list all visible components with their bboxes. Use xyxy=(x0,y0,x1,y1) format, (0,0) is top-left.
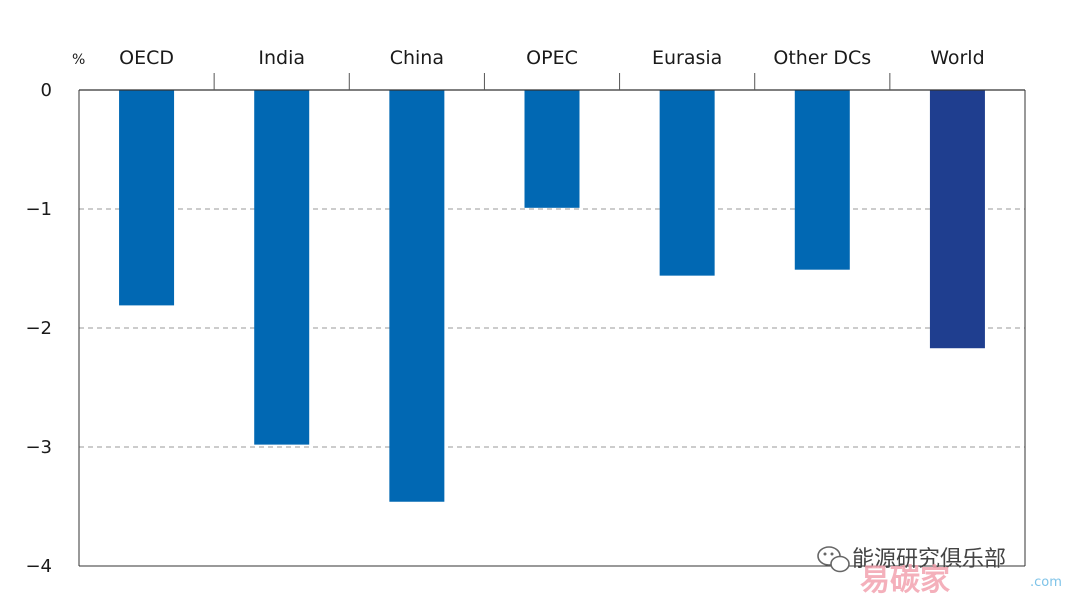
y-tick-label: −3 xyxy=(25,437,52,458)
category-labels: OECD India China OPEC Eurasia Other DCs World xyxy=(119,47,985,69)
y-tick-label: 0 xyxy=(41,80,52,101)
bar-india xyxy=(254,90,310,445)
bars xyxy=(119,90,985,502)
y-tick-label: −4 xyxy=(25,556,52,577)
category-label: OECD xyxy=(119,47,174,69)
watermark-text: 能源研究俱乐部 xyxy=(852,547,1006,572)
watermark: 能源研究俱乐部 易碳家 .com xyxy=(817,546,1062,598)
watermark-brand-suffix: .com xyxy=(1030,575,1062,590)
category-label: India xyxy=(258,47,305,69)
bar-opec xyxy=(524,90,580,208)
bar-eurasia xyxy=(659,90,715,276)
bar-other-dcs xyxy=(794,90,850,270)
category-label: Other DCs xyxy=(773,47,871,69)
wechat-icon xyxy=(817,546,850,573)
bar-china xyxy=(389,90,445,502)
category-label: World xyxy=(930,47,984,69)
y-tick-label: −2 xyxy=(25,318,52,339)
unit-label: % xyxy=(72,52,85,68)
gridlines xyxy=(79,208,1025,448)
category-label: China xyxy=(390,47,444,69)
watermark-brand: 易碳家 xyxy=(860,563,950,598)
y-tick-labels: 0 −1 −2 −3 −4 xyxy=(25,80,52,577)
plot-frame xyxy=(78,73,1026,567)
y-tick-label: −1 xyxy=(25,199,52,220)
bar-world xyxy=(929,90,985,349)
bar-oecd xyxy=(119,90,175,306)
category-label: Eurasia xyxy=(652,47,722,69)
category-label: OPEC xyxy=(526,47,578,69)
